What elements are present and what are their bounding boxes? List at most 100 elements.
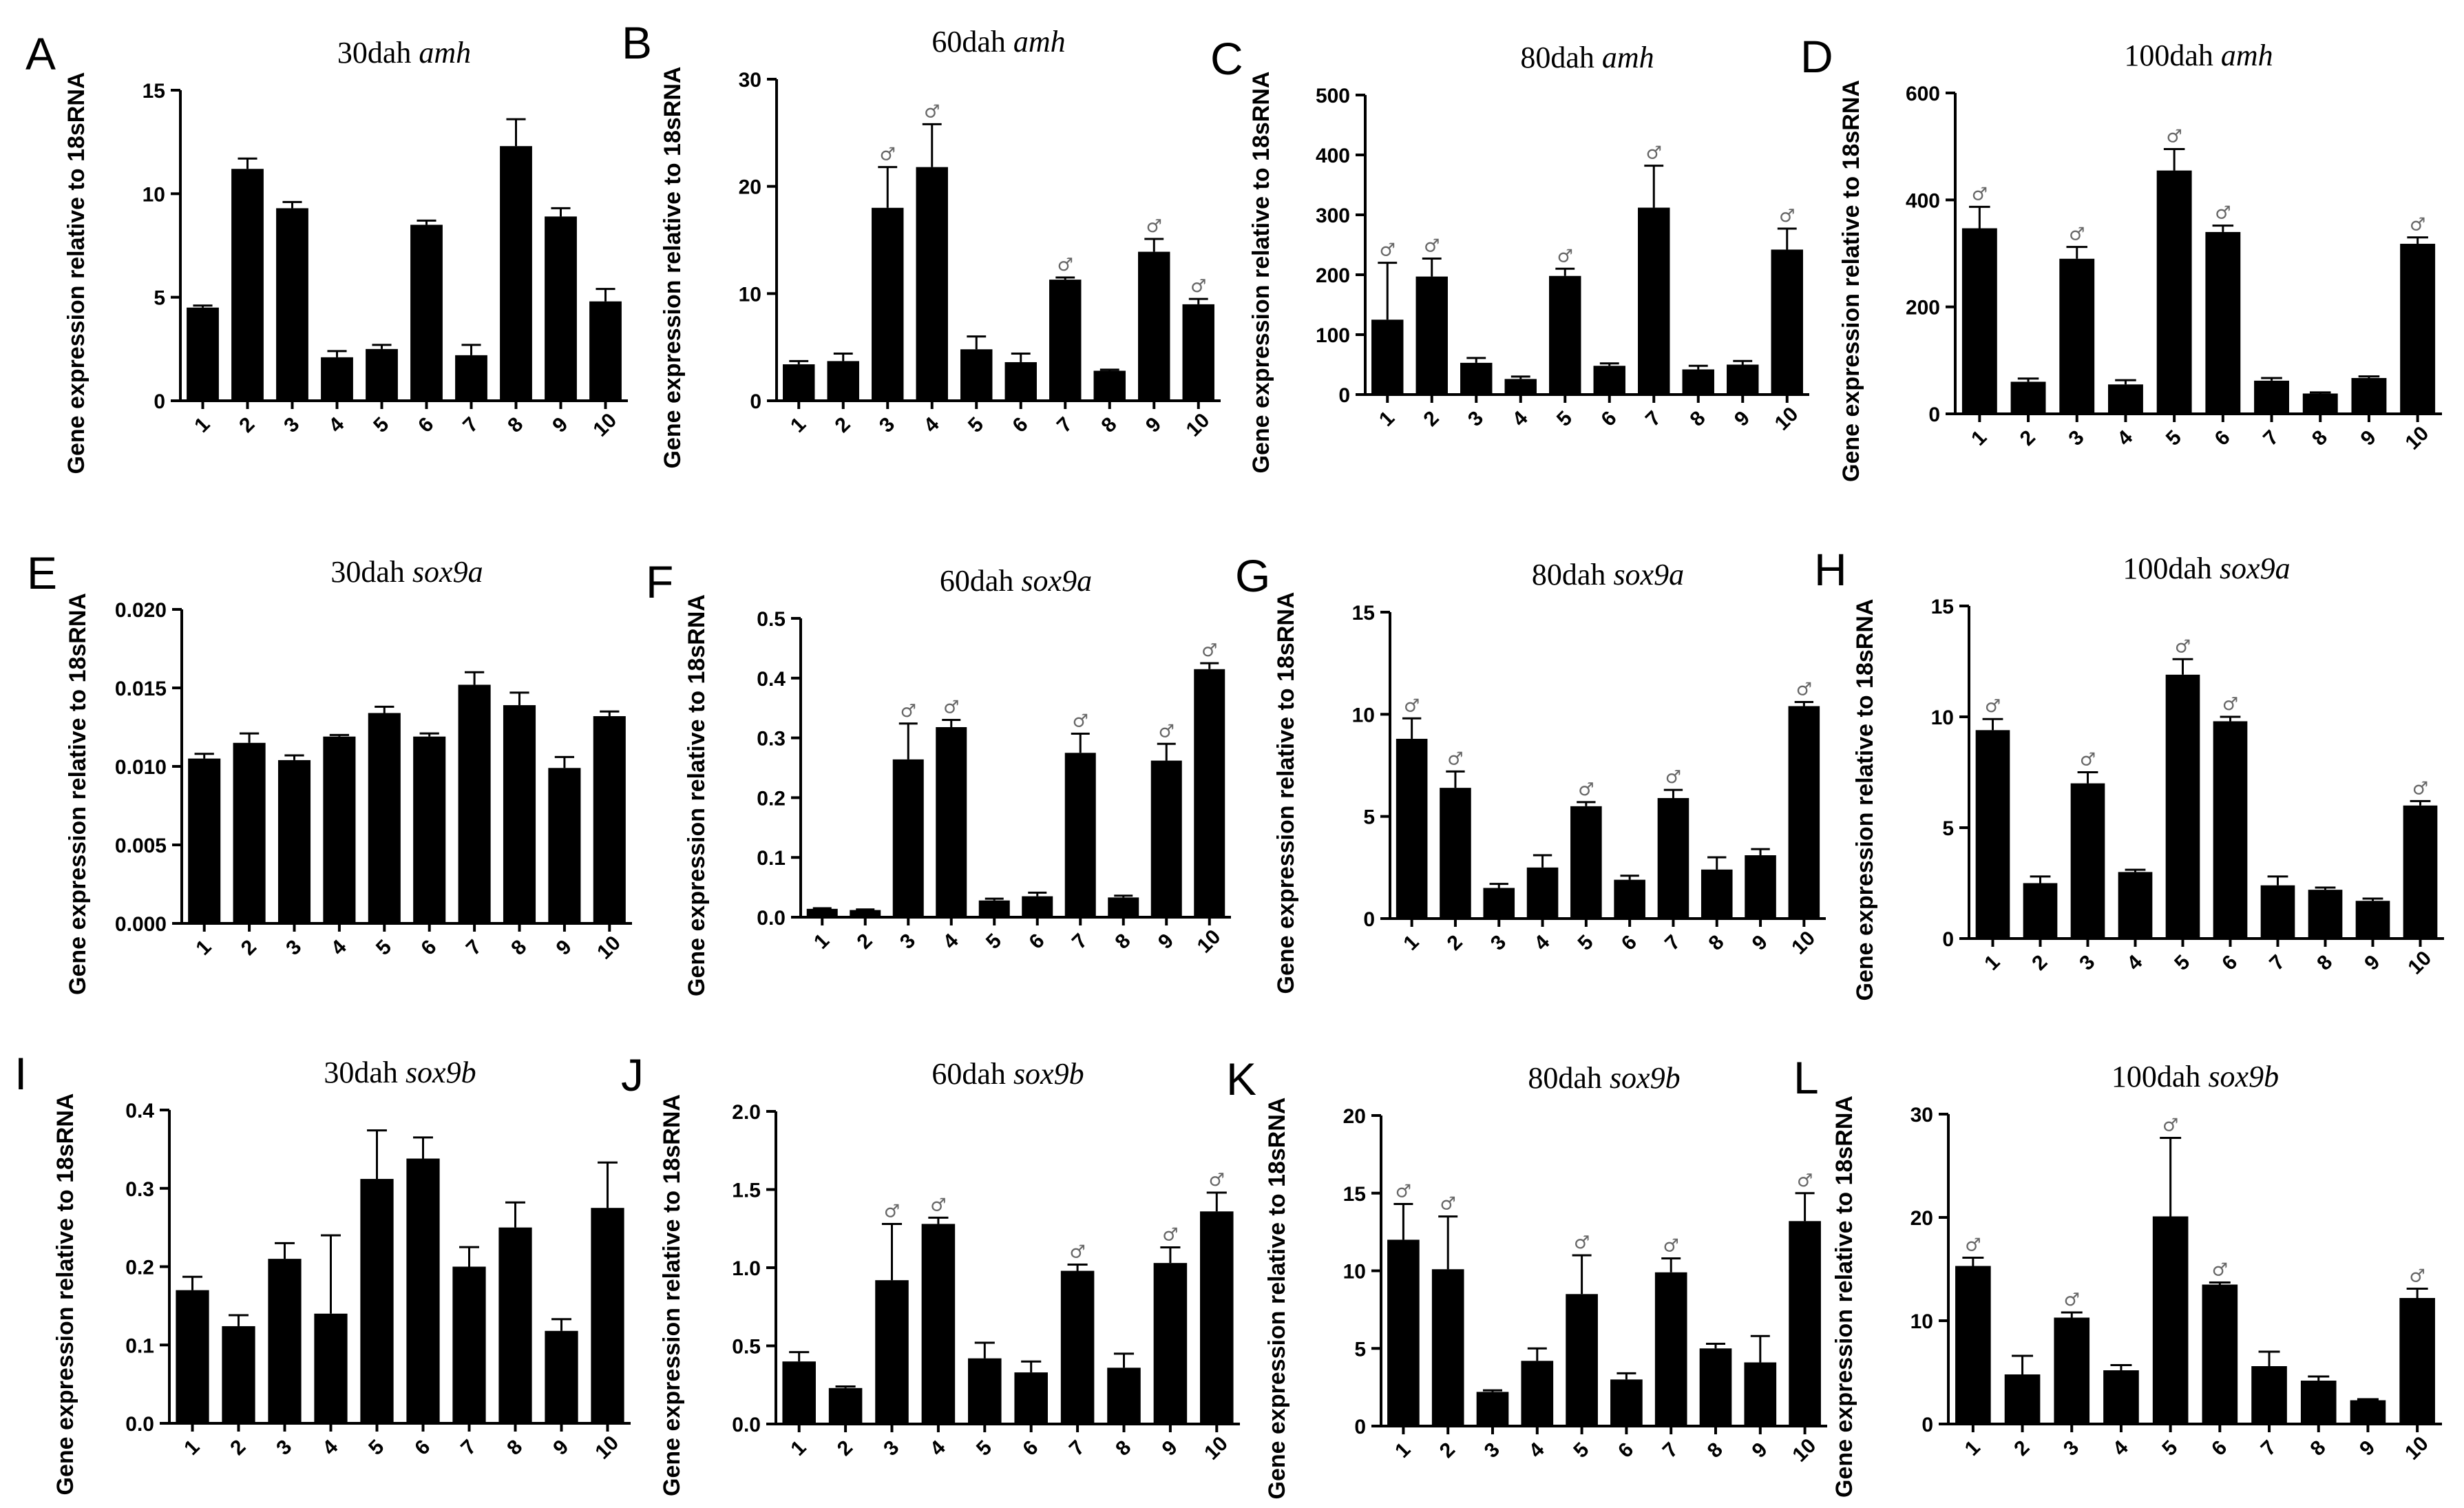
x-tick-label: 1 <box>180 1436 204 1460</box>
y-tick-label: 0.3 <box>757 728 786 751</box>
panel-H: H 100dah sox9a Gene expression relative to… <box>1814 544 2444 1001</box>
x-tick-label: 2 <box>830 413 854 437</box>
x-tick-label: 2 <box>852 930 876 954</box>
bar <box>268 1259 302 1423</box>
x-tick-label: 1 <box>1375 407 1399 431</box>
bar <box>1476 1392 1509 1426</box>
bar <box>2350 1400 2386 1424</box>
panel-letter: H <box>1814 544 1847 595</box>
x-tick-label: 10 <box>2401 422 2433 454</box>
panel-letter: I <box>14 1048 27 1099</box>
bar <box>176 1290 209 1423</box>
x-tick-label: 1 <box>810 930 834 954</box>
bar <box>2355 901 2390 939</box>
x-tick-label: 2 <box>237 936 261 960</box>
bar <box>545 216 577 401</box>
bar <box>2202 1284 2238 1424</box>
male-marker: ♂ <box>2162 1116 2178 1136</box>
bar <box>1610 1379 1643 1426</box>
x-tick-label: 3 <box>1486 931 1510 955</box>
x-tick-label: 1 <box>786 1436 810 1460</box>
panel-letter: D <box>1800 31 1833 82</box>
x-tick-label: 5 <box>964 413 988 437</box>
x-tick-label: 9 <box>1141 413 1166 437</box>
x-tick-label: 9 <box>1730 407 1754 431</box>
x-tick-label: 6 <box>1597 407 1621 431</box>
title-gene: sox9a <box>412 555 483 589</box>
y-tick-label: 0 <box>1921 1414 1933 1436</box>
male-marker: ♂ <box>1797 1171 1813 1191</box>
x-tick-label: 6 <box>2211 426 2235 450</box>
x-tick-label: 3 <box>280 413 304 437</box>
x-tick-label: 10 <box>1200 1432 1232 1465</box>
x-tick-label: 3 <box>1464 407 1488 431</box>
panel-B: B 60dah amh Gene expression relative to 18… <box>622 17 1221 468</box>
male-marker: ♂ <box>1440 1194 1456 1215</box>
male-marker: ♂ <box>924 101 940 122</box>
bar <box>2054 1317 2090 1424</box>
x-tick-label: 7 <box>456 1436 481 1460</box>
x-tick-label: 7 <box>462 936 486 960</box>
x-tick-label: 5 <box>2162 426 2186 450</box>
y-tick-label: 0.1 <box>757 847 786 870</box>
y-tick-label: 5 <box>1942 817 1954 840</box>
y-tick-label: 0.015 <box>115 678 167 700</box>
bar <box>2205 231 2241 414</box>
title-gene: amh <box>419 36 471 70</box>
bar <box>936 726 967 917</box>
panel-letter: L <box>1793 1052 1819 1103</box>
x-tick-label: 4 <box>1530 930 1554 954</box>
male-marker: ♂ <box>1985 696 2001 717</box>
x-tick-label: 6 <box>1617 931 1641 955</box>
bar <box>1961 228 1997 414</box>
y-tick-label: 0.0 <box>732 1414 761 1436</box>
y-tick-label: 0 <box>1363 908 1375 931</box>
bar <box>828 1387 863 1424</box>
title-day: 100dah <box>2124 39 2221 72</box>
bar <box>2308 890 2343 939</box>
male-marker: ♂ <box>1424 236 1440 257</box>
y-tick-label: 600 <box>1906 83 1940 105</box>
y-tick-label: 0.2 <box>125 1257 154 1279</box>
panel-letter: A <box>25 28 56 79</box>
x-tick-label: 2 <box>2010 1436 2034 1460</box>
bar <box>410 224 443 401</box>
x-tick-label: 9 <box>548 413 572 437</box>
title-gene: sox9a <box>1613 558 1684 591</box>
x-tick-label: 3 <box>2064 426 2088 450</box>
bar <box>1789 1221 1821 1426</box>
bar <box>1744 1362 1777 1426</box>
x-tick-label: 7 <box>2265 951 2289 975</box>
y-tick-label: 0.5 <box>757 608 786 631</box>
male-marker: ♂ <box>2222 694 2238 715</box>
y-tick-label: 15 <box>1343 1183 1366 1206</box>
bar <box>2213 721 2248 939</box>
x-tick-label: 9 <box>1748 931 1772 955</box>
male-marker: ♂ <box>2175 636 2191 657</box>
bar <box>782 1361 816 1424</box>
panel-letter: B <box>622 17 652 68</box>
x-tick-label: 8 <box>1685 407 1709 431</box>
bar <box>1371 320 1404 395</box>
title-day: 60dah <box>940 564 1022 598</box>
bar <box>276 208 308 401</box>
bar <box>916 167 948 401</box>
panel-title: 30dah amh <box>337 36 471 70</box>
y-tick-label: 0.1 <box>125 1334 154 1357</box>
y-tick-label: 0.0 <box>125 1413 154 1436</box>
y-tick-label: 300 <box>1316 205 1350 227</box>
bar <box>1022 896 1053 917</box>
male-marker: ♂ <box>2069 224 2085 245</box>
y-tick-label: 20 <box>1910 1207 1933 1230</box>
x-tick-label: 1 <box>1391 1438 1415 1463</box>
bar <box>827 361 859 401</box>
y-tick-label: 15 <box>143 80 165 103</box>
y-tick-label: 0.2 <box>757 787 786 810</box>
x-tick-label: 10 <box>1771 403 1803 435</box>
title-day: 80dah <box>1532 558 1614 591</box>
bar <box>1549 275 1581 395</box>
y-tick-label: 5 <box>1354 1338 1366 1361</box>
x-tick-label: 6 <box>1614 1438 1638 1463</box>
bar <box>1570 806 1602 919</box>
x-tick-label: 6 <box>1018 1436 1042 1460</box>
